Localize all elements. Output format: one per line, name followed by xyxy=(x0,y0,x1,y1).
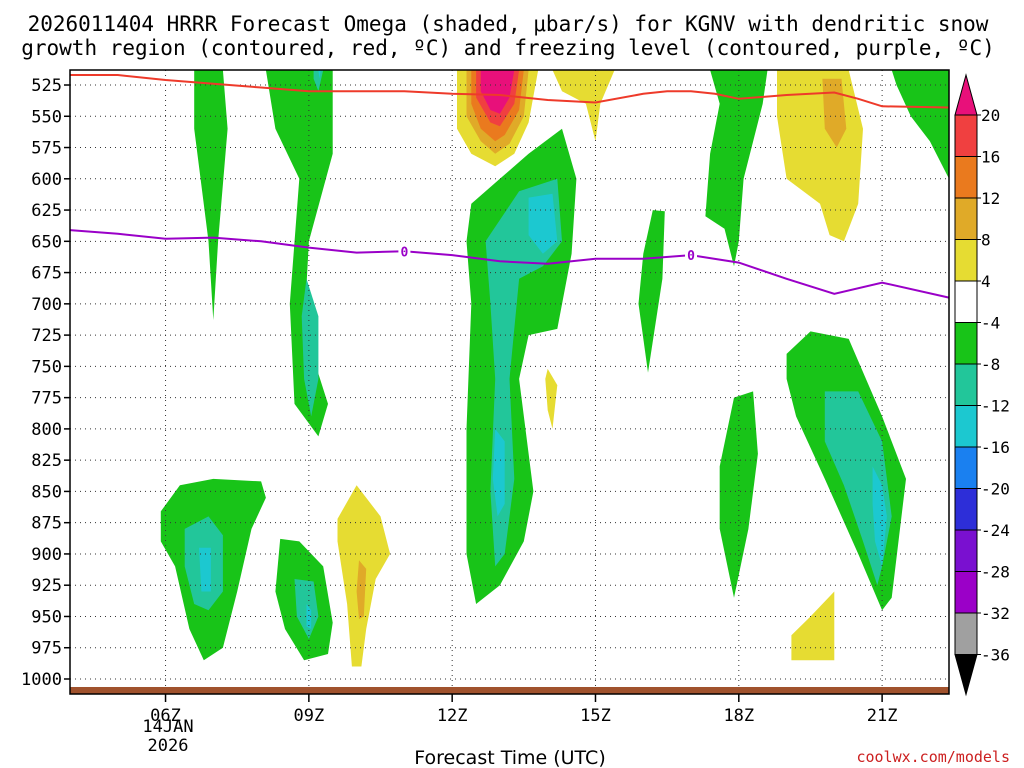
colorbar-band-10 xyxy=(954,529,978,572)
colorbar-band-1 xyxy=(954,156,978,199)
omega-region-1 xyxy=(265,70,333,437)
xtick-label-21Z: 21Z xyxy=(867,706,898,726)
time-axis: 06Z 09Z 12Z 15Z 18Z 21Z xyxy=(150,694,897,726)
ytick-label-725: 725 xyxy=(31,326,62,346)
ytick-label-575: 575 xyxy=(31,139,62,159)
omega-region-31 xyxy=(294,579,319,639)
colorbar-band-12 xyxy=(954,612,978,655)
colorbar-band-3 xyxy=(954,239,978,282)
omega-region-25 xyxy=(872,466,887,567)
ground-terrain-bar xyxy=(70,686,949,694)
ytick-label-900: 900 xyxy=(31,545,62,565)
pressure-axis: 525 550 575 600 625 650 675 700 725 750 775 800 825 8… xyxy=(21,76,70,690)
ytick-label-650: 650 xyxy=(31,232,62,252)
colorbar-label-9: -20 xyxy=(981,480,1010,499)
ytick-label-675: 675 xyxy=(31,264,62,284)
colorbar-band-6 xyxy=(954,363,978,406)
plot-frame xyxy=(69,69,950,695)
ytick-label-750: 750 xyxy=(31,357,62,377)
colorbar-label-4: 4 xyxy=(981,272,991,291)
colorbar-band-2 xyxy=(954,197,978,240)
omega-region-3 xyxy=(299,70,328,117)
omega-region-14 xyxy=(528,193,558,254)
omega-region-29 xyxy=(199,547,211,592)
omega-region-21 xyxy=(822,78,847,148)
colorbar-label-1: 16 xyxy=(981,148,1000,167)
gridlines xyxy=(70,70,949,694)
chart-title-line2: growth region (contoured, red, ºC) and f… xyxy=(21,36,995,60)
ytick-label-700: 700 xyxy=(31,295,62,315)
colorbar-band-11 xyxy=(954,571,978,614)
xtick-label-18Z: 18Z xyxy=(723,706,754,726)
omega-region-32 xyxy=(306,604,312,629)
colorbar-band-8 xyxy=(954,446,978,489)
colorbar-label-12: -32 xyxy=(981,604,1010,623)
omega-region-16 xyxy=(545,368,558,429)
ytick-label-975: 975 xyxy=(31,639,62,659)
omega-region-19 xyxy=(719,391,758,598)
omega-region-2 xyxy=(301,278,319,417)
date-label-year: 2026 xyxy=(148,736,189,756)
omega-region-4 xyxy=(313,70,324,92)
freezing-level-label-0: 0 xyxy=(400,245,408,260)
freezing-level-label-1: 0 xyxy=(687,249,695,264)
colorbar-underflow-triangle xyxy=(954,654,978,697)
source-credit: coolwx.com/models xyxy=(856,748,1010,766)
colorbar-label-11: -28 xyxy=(981,563,1010,582)
freezing-label-bg-1 xyxy=(685,247,698,263)
xtick-label-15Z: 15Z xyxy=(580,706,611,726)
ytick-label-600: 600 xyxy=(31,170,62,190)
omega-shading-layer xyxy=(160,70,949,667)
date-label-day: 14JAN xyxy=(142,717,193,737)
omega-region-17 xyxy=(705,70,768,267)
colorbar-label-0: 20 xyxy=(981,106,1000,125)
ytick-label-775: 775 xyxy=(31,389,62,409)
colorbar-label-3: 8 xyxy=(981,231,991,250)
colorbar-label-8: -16 xyxy=(981,438,1010,457)
xtick-label-12Z: 12Z xyxy=(437,706,468,726)
xtick-label-09Z: 09Z xyxy=(293,706,324,726)
colorbar-band-5 xyxy=(954,322,978,365)
colorbar-band-4 xyxy=(954,280,978,323)
xtick-label-06Z: 06Z xyxy=(150,706,181,726)
colorbar-label-10: -24 xyxy=(981,521,1010,540)
omega-region-22 xyxy=(853,70,949,179)
ytick-label-850: 850 xyxy=(31,482,62,502)
freezing-label-bg-0 xyxy=(398,243,411,259)
colorbar-label-7: -12 xyxy=(981,397,1010,416)
omega-region-0 xyxy=(194,70,228,321)
colorbar-band-0 xyxy=(954,114,978,157)
ytick-label-625: 625 xyxy=(31,201,62,221)
colorbar-overflow-triangle xyxy=(954,73,978,116)
colorbar-label-6: -8 xyxy=(981,355,1000,374)
ytick-label-800: 800 xyxy=(31,420,62,440)
omega-region-5 xyxy=(318,70,321,79)
omega-region-18 xyxy=(638,210,665,373)
colorbar-label-5: -4 xyxy=(981,314,1000,333)
ytick-label-950: 950 xyxy=(31,607,62,627)
freezing-level-contour xyxy=(69,229,950,299)
ytick-label-525: 525 xyxy=(31,76,62,96)
ytick-label-1000: 1000 xyxy=(21,670,62,690)
ytick-label-550: 550 xyxy=(31,107,62,127)
omega-region-34 xyxy=(356,560,367,619)
x-axis-label: Forecast Time (UTC) xyxy=(414,747,605,768)
omega-region-15 xyxy=(492,428,505,517)
chart-title-line1: 2026011404 HRRR Forecast Omega (shaded, … xyxy=(28,12,989,36)
colorbar-label-2: 12 xyxy=(981,189,1000,208)
omega-colorbar: 20 16 12 8 4 -4 -8 -12 -16 -20 -24 -28 -32 -36 xyxy=(954,73,1010,697)
colorbar-band-7 xyxy=(954,405,978,448)
colorbar-label-13: -36 xyxy=(981,646,1010,665)
omega-region-26 xyxy=(791,591,835,661)
colorbar-band-9 xyxy=(954,488,978,531)
omega-region-10 xyxy=(480,70,515,114)
ytick-label-875: 875 xyxy=(31,514,62,534)
omega-region-11 xyxy=(552,70,615,142)
ytick-label-825: 825 xyxy=(31,451,62,471)
ytick-label-925: 925 xyxy=(31,576,62,596)
dendritic-growth-contour xyxy=(70,74,950,109)
